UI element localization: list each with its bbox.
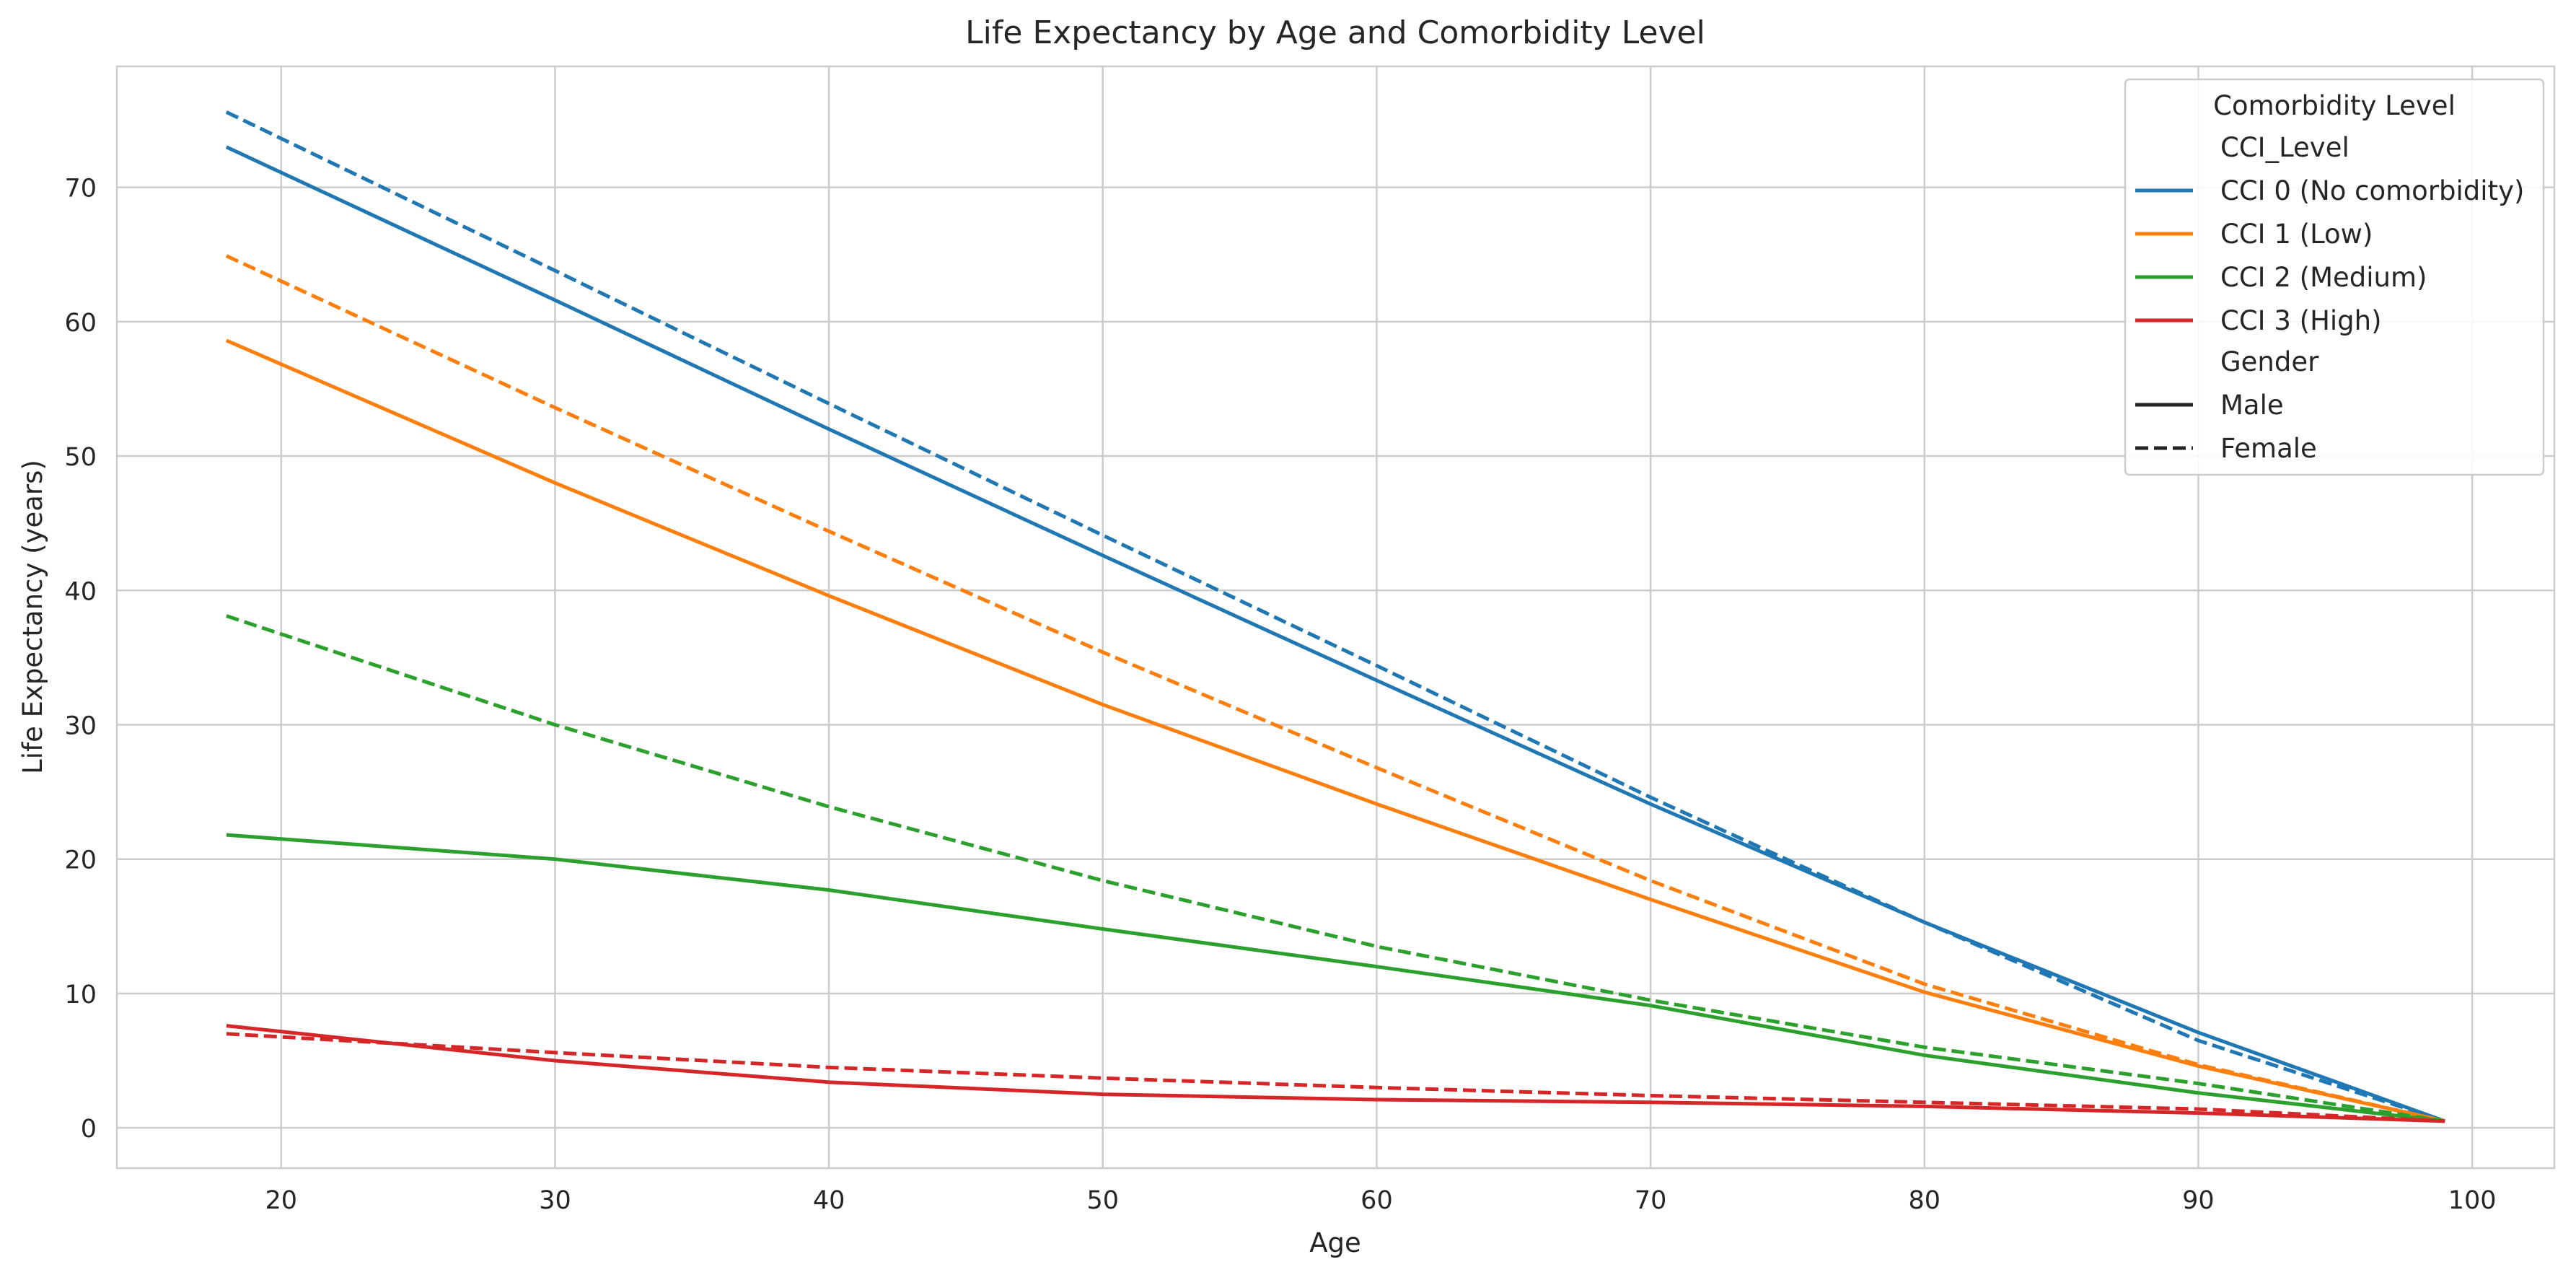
y-tick-label: 0 [81,1115,97,1144]
series-line-6 [226,1024,2445,1123]
series-line-5 [226,614,2445,1123]
x-tick-label: 90 [2182,1186,2215,1215]
legend: Comorbidity Level CCI_Level Gender CCI 0… [2124,78,2545,476]
series-line-0 [225,145,2445,1123]
y-axis-label: Life Expectancy (years) [17,460,48,774]
y-tick-label: 40 [64,577,97,606]
legend-style-label: Female [2220,433,2317,464]
legend-label: CCI 2 (Medium) [2220,262,2427,293]
y-tick-label: 60 [64,309,97,338]
y-tick-label: 50 [64,443,97,472]
legend-label: CCI 3 (High) [2220,305,2382,336]
y-tick-label: 10 [64,981,97,1009]
series-line-1 [225,110,2445,1123]
plot-frame [115,65,2556,1170]
legend-style-title: Gender [2220,346,2319,377]
x-tick-label: 40 [813,1186,845,1215]
x-tick-label: 100 [2448,1186,2497,1215]
legend-box [2124,78,2545,476]
x-tick-label: 20 [265,1186,298,1215]
legend-style-label: Male [2220,390,2284,421]
series-line-4 [226,833,2445,1123]
series-line-2 [225,338,2445,1123]
legend-title: Comorbidity Level [2213,90,2456,121]
series-line-3 [225,254,2445,1123]
x-tick-label: 50 [1087,1186,1120,1215]
y-tick-label: 30 [64,711,97,740]
legend-label: CCI 1 (Low) [2220,219,2373,250]
y-tick-label: 70 [64,175,97,203]
legend-hue-title: CCI_Level [2220,132,2349,163]
x-tick-label: 30 [539,1186,571,1215]
series-line-7 [226,1032,2445,1123]
x-tick-label: 60 [1360,1186,1393,1215]
x-tick-label: 80 [1909,1186,1941,1215]
x-axis-label: Age [1309,1227,1361,1258]
chart-title: Life Expectancy by Age and Comorbidity L… [965,14,1705,51]
x-tick-label: 70 [1635,1186,1667,1215]
y-tick-label: 20 [64,846,97,875]
legend-label: CCI 0 (No comorbidity) [2220,175,2524,206]
